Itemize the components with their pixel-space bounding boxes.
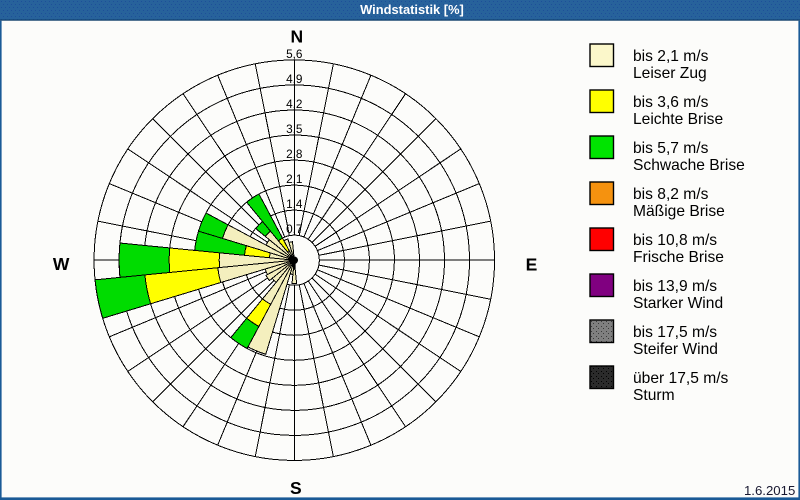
svg-text:4,9: 4,9: [286, 72, 302, 86]
svg-text:bis 2,1 m/s: bis 2,1 m/s: [633, 48, 709, 65]
svg-text:bis 10,8 m/s: bis 10,8 m/s: [633, 232, 717, 249]
svg-text:W: W: [53, 254, 70, 274]
svg-text:E: E: [526, 255, 538, 275]
svg-text:Windstatistik [%]: Windstatistik [%]: [360, 2, 464, 17]
svg-text:bis 5,7 m/s: bis 5,7 m/s: [633, 140, 709, 157]
svg-text:3,5: 3,5: [286, 122, 303, 136]
svg-text:Schwache Brise: Schwache Brise: [633, 157, 745, 174]
svg-text:2,8: 2,8: [286, 147, 303, 161]
svg-text:1,4: 1,4: [286, 197, 303, 211]
svg-text:N: N: [290, 26, 303, 46]
svg-text:bis 8,2 m/s: bis 8,2 m/s: [633, 186, 709, 203]
svg-text:bis 17,5 m/s: bis 17,5 m/s: [633, 324, 717, 341]
svg-text:Leichte Brise: Leichte Brise: [633, 111, 723, 128]
svg-text:Mäßige Brise: Mäßige Brise: [633, 203, 725, 220]
svg-text:2,1: 2,1: [286, 172, 302, 186]
svg-text:0,7: 0,7: [286, 222, 302, 236]
svg-text:1.6.2015: 1.6.2015: [744, 483, 795, 498]
svg-text:Steifer Wind: Steifer Wind: [633, 341, 718, 358]
svg-text:bis 3,6 m/s: bis 3,6 m/s: [633, 94, 709, 111]
svg-text:bis 13,9 m/s: bis 13,9 m/s: [633, 278, 717, 295]
svg-text:S: S: [290, 478, 302, 498]
svg-text:Sturm: Sturm: [633, 387, 675, 404]
svg-text:4,2: 4,2: [286, 97, 302, 111]
svg-text:5,6: 5,6: [286, 47, 303, 61]
svg-text:Starker Wind: Starker Wind: [633, 295, 723, 312]
svg-text:über 17,5 m/s: über 17,5 m/s: [633, 370, 729, 387]
svg-text:Leiser Zug: Leiser Zug: [633, 65, 707, 82]
svg-text:Frische Brise: Frische Brise: [633, 249, 724, 266]
